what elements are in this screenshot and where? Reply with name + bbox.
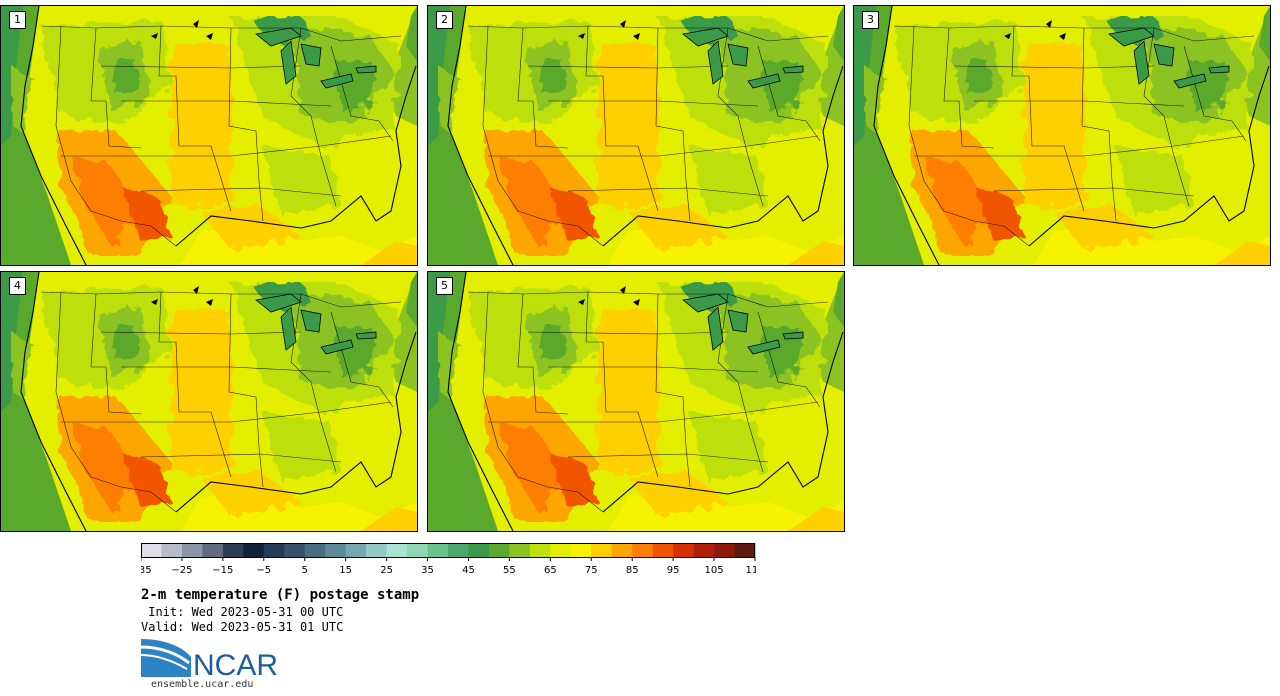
colorbar-cell — [141, 543, 162, 557]
temperature-map — [1, 6, 417, 265]
colorbar-tick-label: 5 — [302, 565, 308, 576]
forecast-panel-1: 1 — [0, 5, 418, 266]
colorbar-cell — [407, 543, 428, 557]
colorbar-cell — [550, 543, 572, 557]
website-text: ensemble.ucar.edu — [151, 679, 254, 690]
colorbar-tick-label: 35 — [421, 565, 434, 576]
colorbar-cell — [468, 543, 490, 557]
colorbar-cell — [632, 543, 653, 557]
colorbar-tick-label: 15 — [339, 565, 352, 576]
forecast-panel-3: 3 — [853, 5, 1271, 266]
colorbar-cell — [734, 543, 756, 557]
colorbar-tick-label: 105 — [705, 565, 724, 576]
init-time-text: Init: Wed 2023-05-31 00 UTC — [141, 605, 344, 619]
colorbar-cell — [611, 543, 633, 557]
colorbar-cell — [345, 543, 367, 557]
colorbar-cell — [263, 543, 285, 557]
colorbar-tick-label: −35 — [141, 565, 152, 576]
colorbar-tick-label: 115 — [745, 565, 756, 576]
colorbar-tick-label: 85 — [626, 565, 639, 576]
temperature-map — [854, 6, 1270, 265]
colorbar-cell — [714, 543, 735, 557]
figure-title: 2-m temperature (F) postage stamp — [141, 587, 420, 603]
colorbar-cell — [222, 543, 244, 557]
colorbar-cell — [591, 543, 613, 557]
colorbar-cell — [243, 543, 265, 557]
temperature-map — [1, 272, 417, 531]
colorbar-tick-label: 95 — [667, 565, 680, 576]
colorbar-cell — [325, 543, 346, 557]
colorbar-cell — [509, 543, 531, 557]
colorbar-cell — [181, 543, 203, 557]
colorbar-cell — [284, 543, 306, 557]
colorbar-frame — [141, 543, 755, 558]
colorbar-cell — [161, 543, 183, 557]
colorbar-cell — [488, 543, 510, 557]
member-number-label: 2 — [436, 11, 453, 29]
forecast-panel-4: 4 — [0, 271, 418, 532]
colorbar-cell — [673, 543, 694, 557]
colorbar-cell — [570, 543, 592, 557]
colorbar-cell — [386, 543, 408, 557]
colorbar-tick-label: 45 — [462, 565, 475, 576]
member-number-label: 5 — [436, 277, 453, 295]
colorbar-tick-label: 65 — [544, 565, 557, 576]
colorbar-cell — [304, 543, 326, 557]
colorbar-cell — [202, 543, 224, 557]
valid-time-text: Valid: Wed 2023-05-31 01 UTC — [141, 620, 344, 634]
colorbar-cell — [448, 543, 469, 557]
colorbar-cell — [652, 543, 674, 557]
colorbar-cell — [529, 543, 551, 557]
member-number-label: 4 — [9, 277, 26, 295]
colorbar-tick-label: −15 — [212, 565, 233, 576]
ncar-logo: NCAR — [141, 639, 278, 679]
member-number-label: 1 — [9, 11, 26, 29]
temperature-map — [428, 6, 844, 265]
colorbar-cell — [693, 543, 715, 557]
temperature-map — [428, 272, 844, 531]
colorbar: −35 −25 −15 −5 5 15 25 35 45 55 65 75 85 95 105 115 — [141, 543, 756, 576]
colorbar-tick-label: −25 — [171, 565, 192, 576]
colorbar-tick-label: 25 — [380, 565, 393, 576]
colorbar-tick-label: 55 — [503, 565, 516, 576]
logo-text: NCAR — [193, 649, 278, 679]
forecast-panel-2: 2 — [427, 5, 845, 266]
member-number-label: 3 — [862, 11, 879, 29]
colorbar-cell — [427, 543, 449, 557]
colorbar-tick-label: 75 — [585, 565, 598, 576]
colorbar-tick-label: −5 — [256, 565, 271, 576]
forecast-panel-5: 5 — [427, 271, 845, 532]
colorbar-cell — [366, 543, 387, 557]
